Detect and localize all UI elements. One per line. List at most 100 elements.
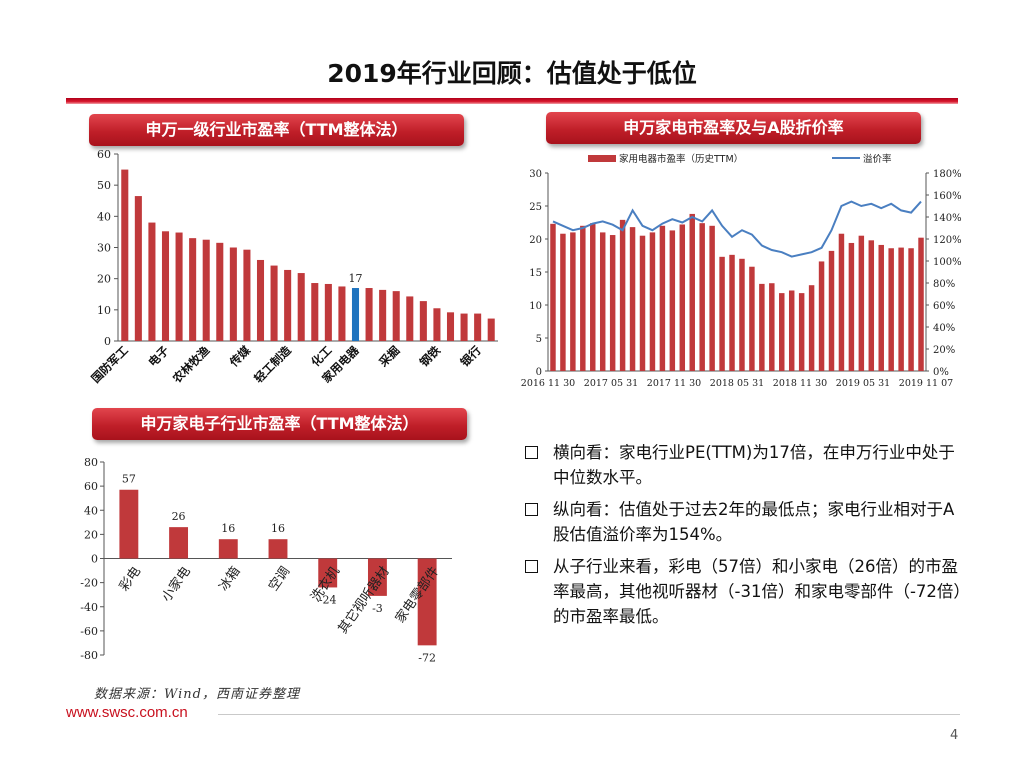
bar [169, 527, 189, 559]
bar [218, 539, 238, 559]
pe-bar [560, 233, 566, 371]
bar [270, 265, 278, 341]
bar [487, 318, 495, 341]
y-tick-label: 20 [84, 528, 98, 541]
y-tick-label: 60 [84, 480, 98, 493]
y-right-tick-label: 140% [933, 213, 962, 224]
x-tick-label: 2016 11 30 [521, 378, 575, 389]
y-left-tick-label: 5 [536, 334, 542, 345]
pe-bar [898, 247, 904, 371]
y-tick-label: 80 [84, 456, 98, 469]
x-category-label: 钢铁 [417, 343, 444, 370]
y-tick-label: 40 [97, 210, 111, 223]
bar [284, 269, 292, 341]
y-left-tick-label: 0 [536, 367, 542, 378]
bar-data-label: 26 [172, 510, 186, 523]
bullet-text: 从子行业来看，彩电（57倍）和小家电（26倍）的市盈率最高，其他视听器材（-31… [553, 557, 962, 626]
checkbox-square-icon [525, 446, 538, 459]
y-right-tick-label: 100% [933, 257, 962, 268]
pe-bar [709, 225, 715, 371]
pe-bar [580, 225, 586, 371]
x-category-label: 采掘 [375, 343, 402, 370]
bar [229, 247, 237, 341]
pe-bar [699, 223, 705, 371]
bar [367, 558, 387, 596]
page-number: 4 [950, 728, 959, 743]
bullet-list: 横向看：家电行业PE(TTM)为17倍，在申万行业中处于中位数水平。 纵向看：估… [525, 440, 965, 636]
pe-bar [570, 232, 576, 371]
panel-title-sw-level1: 申万一级行业市盈率（TTM整体法） [89, 114, 464, 146]
bar-data-label: 17 [349, 272, 363, 285]
page-title: 2019年行业回顾：估值处于低位 [327, 59, 697, 88]
y-tick-label: -80 [80, 649, 98, 662]
bar [474, 313, 482, 341]
x-tick-label: 2017 11 30 [647, 378, 701, 389]
pe-bar [590, 223, 596, 371]
y-tick-label: 30 [97, 242, 111, 255]
pe-bar [818, 261, 825, 371]
bar-data-label: 57 [122, 473, 136, 486]
bullet-item: 横向看：家电行业PE(TTM)为17倍，在申万行业中处于中位数水平。 [525, 440, 965, 490]
title-underline [66, 98, 958, 104]
pe-bar [649, 232, 656, 371]
y-tick-label: 20 [97, 273, 111, 286]
pe-bar [888, 248, 894, 371]
y-tick-label: 0 [91, 553, 98, 566]
pe-bar [918, 237, 924, 371]
bar-data-label: -3 [372, 602, 383, 615]
x-category-label: 小家电 [158, 564, 193, 605]
bar [419, 301, 427, 341]
x-category-label: 其它视听器材 [335, 564, 393, 637]
y-left-tick-label: 30 [529, 169, 542, 180]
y-left-tick-label: 10 [529, 301, 542, 312]
bar [189, 238, 197, 341]
bar [216, 242, 224, 341]
bar [365, 288, 373, 341]
data-source-note: 数据来源：Wind，西南证券整理 [94, 687, 300, 702]
y-tick-label: 0 [104, 335, 111, 348]
pe-bar [639, 235, 646, 371]
bar [121, 169, 129, 341]
x-tick-label: 2017 05 31 [584, 378, 638, 389]
bar [161, 231, 170, 341]
y-right-tick-label: 180% [933, 169, 962, 180]
x-category-label: 银行 [458, 343, 485, 370]
bar [417, 558, 437, 646]
pe-bar [848, 242, 855, 371]
bar [134, 196, 142, 341]
appliance-pe-premium-chart: 家用电器市盈率（历史TTM） 溢价率 0 5 10 15 20 25 30 0% 20% 40% 60%… [521, 153, 962, 389]
bar [243, 249, 251, 341]
footer-website-link[interactable]: www.swsc.com.cn [66, 704, 188, 721]
x-tick-label: 2019 11 07 [899, 378, 953, 389]
bar-data-label: -72 [418, 651, 436, 664]
bar [338, 286, 346, 341]
y-right-tick-label: 0% [933, 367, 949, 378]
panel-title-appliance-pe: 申万家电市盈率及与A股折价率 [546, 112, 921, 144]
pe-bar [868, 240, 875, 371]
bar [256, 259, 265, 341]
y-right-tick-label: 60% [933, 301, 955, 312]
bar [433, 308, 441, 341]
legend-line-label: 溢价率 [863, 153, 892, 165]
x-category-label: 农林牧渔 [169, 343, 212, 386]
pe-bar [858, 235, 865, 371]
pe-bar [878, 244, 884, 371]
panel-title-electronics: 申万家电子行业市盈率（TTM整体法） [92, 408, 467, 440]
pe-bar [808, 285, 815, 371]
bar [446, 312, 455, 341]
bar [268, 539, 288, 559]
y-tick-label: 50 [97, 179, 111, 192]
pe-bar [798, 293, 805, 371]
y-left-tick-label: 20 [529, 235, 542, 246]
bar-highlight [351, 288, 360, 341]
pe-bar [679, 224, 686, 371]
y-tick-label: 10 [97, 304, 111, 317]
pe-bar [599, 232, 606, 371]
pe-bar [828, 250, 835, 371]
bullet-item: 从子行业来看，彩电（57倍）和小家电（26倍）的市盈率最高，其他视听器材（-31… [525, 554, 965, 629]
pe-bar [779, 293, 785, 371]
y-right-tick-label: 40% [933, 323, 955, 334]
bar [392, 291, 400, 341]
legend-bar-label: 家用电器市盈率（历史TTM） [619, 153, 743, 165]
y-right-tick-label: 80% [933, 279, 955, 290]
